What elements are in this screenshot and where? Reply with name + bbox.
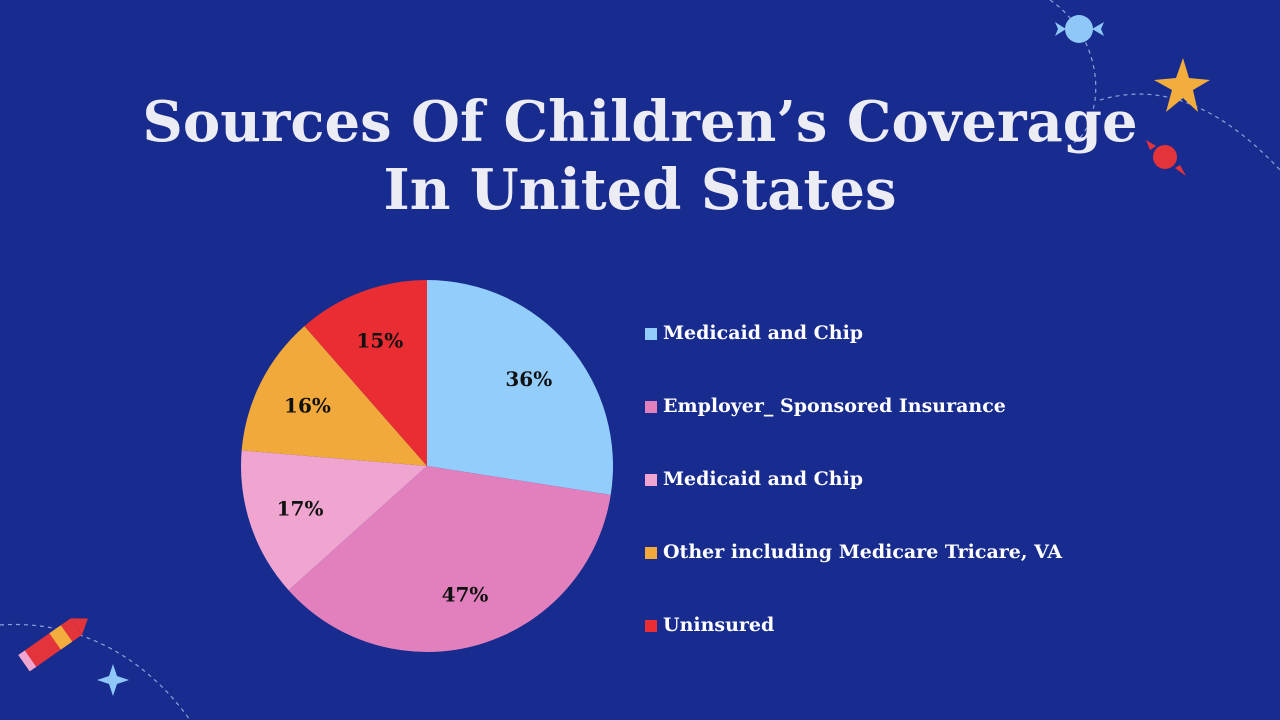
legend-label: Medicaid and Chip — [663, 322, 864, 344]
candy-icon — [1146, 140, 1186, 176]
legend-swatch — [645, 620, 657, 632]
pie-slice-2 — [288, 466, 611, 652]
star-icon — [97, 664, 129, 696]
pie-slice-5 — [304, 280, 427, 466]
legend-item: Employer_ Sponsored Insurance — [645, 391, 1062, 464]
dashed-trail — [0, 623, 191, 720]
dashed-trail — [1099, 93, 1280, 171]
slice-label-4: 16% — [284, 394, 331, 418]
legend-swatch — [645, 547, 657, 559]
slice-label-1: 36% — [505, 367, 552, 391]
chart-legend: Medicaid and Chip Employer_ Sponsored Ins… — [645, 318, 1062, 683]
star-icon — [1154, 58, 1210, 112]
legend-item: Medicaid and Chip — [645, 318, 1062, 391]
legend-label: Other including Medicare Tricare, VA — [663, 541, 1063, 563]
legend-item: Uninsured — [645, 610, 1062, 683]
legend-swatch — [645, 474, 657, 486]
legend-label: Medicaid and Chip — [663, 468, 864, 490]
title-line-1: Sources Of Children’s Coverage — [142, 89, 1138, 155]
legend-swatch — [645, 401, 657, 413]
pie-chart: 36% 47% 17% 16% 15% — [241, 280, 613, 652]
crayon-icon — [18, 618, 88, 672]
pie-slice-1 — [427, 280, 613, 495]
legend-item: Medicaid and Chip — [645, 464, 1062, 537]
pie-slice-3 — [241, 450, 427, 591]
legend-label: Employer_ Sponsored Insurance — [663, 395, 1006, 417]
page-title: Sources Of Children’s Coverage In United… — [140, 88, 1140, 224]
pie-slice-4 — [241, 326, 427, 466]
slice-label-5: 15% — [356, 329, 403, 353]
candy-icon — [1055, 15, 1104, 43]
legend-swatch — [645, 328, 657, 340]
slice-label-3: 17% — [277, 497, 324, 521]
legend-label: Uninsured — [663, 614, 775, 636]
title-line-2: In United States — [383, 157, 897, 223]
slice-label-2: 47% — [442, 582, 489, 606]
legend-item: Other including Medicare Tricare, VA — [645, 537, 1062, 610]
